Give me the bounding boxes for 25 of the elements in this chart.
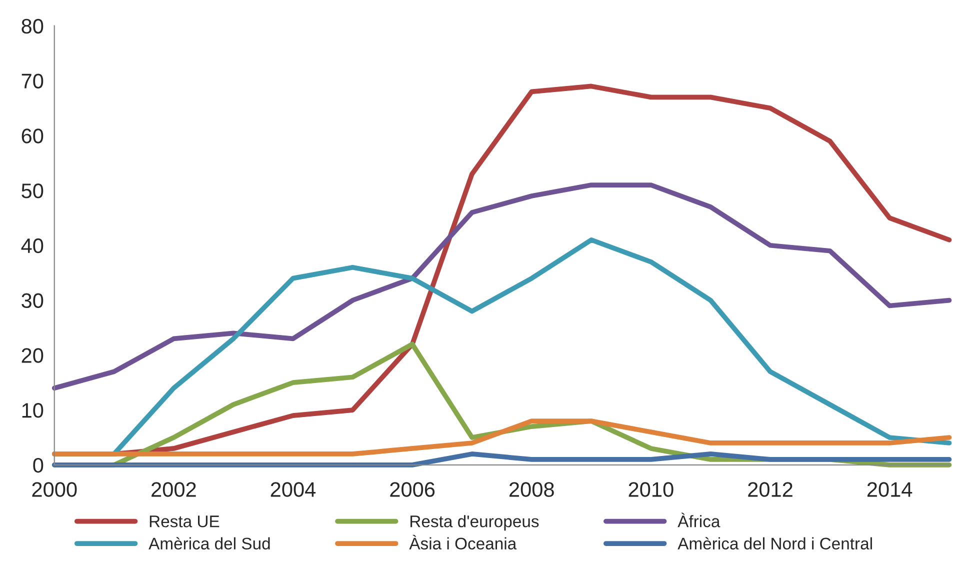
x-tick-label: 2008 bbox=[510, 482, 554, 497]
y-tick-label: 30 bbox=[22, 293, 44, 308]
legend-label: Resta d'europeus bbox=[410, 515, 539, 531]
x-tick-label: 2000 bbox=[32, 482, 77, 497]
y-tick-label: 70 bbox=[22, 74, 44, 88]
x-tick-label: 2002 bbox=[152, 482, 196, 497]
y-tick-label: 20 bbox=[22, 348, 44, 363]
y-tick-label: 0 bbox=[33, 458, 44, 473]
y-tick-label: 60 bbox=[22, 128, 44, 144]
x-tick-label: 2006 bbox=[390, 482, 435, 497]
x-tick-label: 2004 bbox=[270, 482, 316, 497]
line-series bbox=[52, 418, 952, 456]
legend-label: Amèrica del Sud bbox=[148, 537, 270, 550]
legend-label: Resta UE bbox=[150, 516, 220, 528]
y-tick-label: 80 bbox=[22, 18, 44, 34]
x-tick-label: 2012 bbox=[748, 482, 792, 497]
y-tick-label: 50 bbox=[22, 184, 44, 198]
legend-label: Amèrica del Nord i Central bbox=[678, 537, 872, 550]
legend-label: Àsia i Oceania bbox=[409, 534, 517, 550]
legend-label: Àfrica bbox=[678, 512, 720, 528]
y-tick-label: 40 bbox=[21, 238, 44, 254]
x-tick-label: 2010 bbox=[628, 482, 674, 497]
x-tick-label: 2014 bbox=[867, 482, 912, 497]
y-tick-label: 10 bbox=[22, 403, 44, 418]
line-series bbox=[52, 182, 952, 391]
